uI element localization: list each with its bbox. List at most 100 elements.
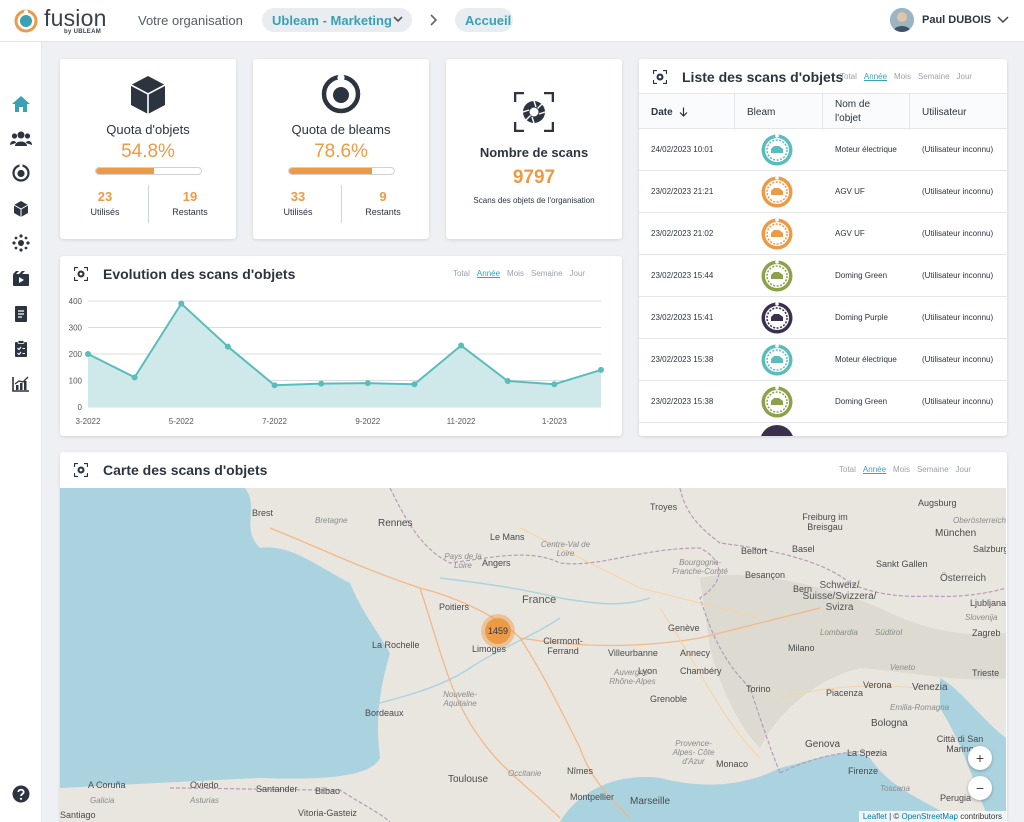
- attribution-tail: contributors: [957, 812, 1002, 821]
- filter-total[interactable]: Total: [453, 269, 470, 278]
- row-date: 23/02/2023 21:02: [651, 229, 714, 238]
- scans-count-caption: Scans des objets de l'organisation: [473, 196, 595, 205]
- top-bar: fusion by UBLEAM Votre organisation Uble…: [0, 0, 1024, 42]
- leaflet-link[interactable]: Leaflet: [862, 812, 887, 821]
- zoom-in-button[interactable]: +: [968, 746, 992, 770]
- scans-count-title: Nombre de scans: [479, 145, 589, 160]
- evolution-chart: 0 100 200 300 400 3-2022 5-2022 7-2022 9-2022 11-…: [69, 297, 604, 426]
- table-row[interactable]: 23/02/2023 15:38 Doming Green (Utilisateur…: [639, 381, 1007, 423]
- column-user[interactable]: Utilisateur: [922, 106, 967, 118]
- row-date: 23/02/2023 15:38: [651, 355, 714, 364]
- map-label-poitiers: Poitiers: [439, 602, 470, 612]
- column-object-label: Nom de l'objet: [835, 99, 871, 124]
- map-label-bretagne: Bretagne: [315, 516, 348, 525]
- sidebar-item-tasks[interactable]: [7, 337, 35, 361]
- logo-wordmark: fusion: [44, 5, 107, 31]
- sidebar-item-bleams[interactable]: [7, 161, 35, 185]
- user-menu-chevron-icon[interactable]: [996, 14, 1010, 26]
- x-tick-label: 11-2022: [447, 417, 476, 426]
- filter-mois[interactable]: Mois: [507, 269, 524, 278]
- map-label-marseille: Marseille: [630, 796, 671, 807]
- row-object: Moteur électrique: [835, 145, 897, 154]
- filter-mois[interactable]: Mois: [893, 465, 910, 474]
- map-label-freiburg: Freiburg im Breisgau: [802, 512, 848, 532]
- column-bleam[interactable]: Bleam: [735, 94, 823, 130]
- scan-icon: [74, 267, 88, 281]
- organisation-selected: Ubleam - Marketing: [272, 13, 392, 28]
- filter-total[interactable]: Total: [839, 465, 856, 474]
- column-object[interactable]: Nom de l'objet: [823, 94, 910, 130]
- map-label-firenze: Firenze: [848, 766, 879, 776]
- filter-annee[interactable]: Année: [862, 465, 887, 474]
- data-point: [318, 380, 325, 387]
- cube-icon: [130, 76, 166, 114]
- map-label-nimes: Nîmes: [567, 766, 594, 776]
- data-point: [224, 343, 231, 350]
- bleam-badge-icon: [760, 217, 794, 251]
- user-name[interactable]: Paul DUBOIS: [922, 14, 992, 26]
- sidebar-item-analytics[interactable]: [7, 372, 35, 396]
- sidebar-item-users[interactable]: [7, 126, 35, 150]
- avatar[interactable]: [890, 8, 914, 32]
- sidebar-item-media[interactable]: [7, 267, 35, 291]
- filter-semaine[interactable]: Semaine: [917, 72, 950, 81]
- filter-semaine[interactable]: Semaine: [916, 465, 949, 474]
- quota-bleams-title: Quota de bleams: [291, 122, 391, 137]
- fusion-logo-icon: [14, 9, 38, 33]
- filter-total[interactable]: Total: [840, 72, 857, 81]
- x-tick-label: 7-2022: [262, 417, 287, 426]
- filter-annee[interactable]: Année: [863, 72, 888, 81]
- map-label-genova: Genova: [805, 739, 841, 750]
- filter-jour[interactable]: Jour: [955, 465, 972, 474]
- organisation-label: Votre organisation: [138, 13, 243, 28]
- map-label-torino: Torino: [746, 684, 771, 694]
- filter-jour[interactable]: Jour: [956, 72, 973, 81]
- zoom-out-button[interactable]: −: [968, 776, 992, 800]
- fusion-logo[interactable]: fusion by UBLEAM: [14, 5, 114, 35]
- map-label-slovenija: Slovenija: [965, 613, 998, 622]
- map-view[interactable]: Brest Bretagne Rennes Le Mans Troyes Fre…: [60, 488, 1006, 822]
- map-label-grenoble: Grenoble: [650, 694, 688, 704]
- table-row[interactable]: 23/02/2023 15:41 Doming Purple (Utilisateu…: [639, 297, 1007, 339]
- quota-objects-used: 23: [97, 189, 113, 204]
- breadcrumb-home[interactable]: Accueil: [455, 8, 513, 32]
- map-label-a-coruna: A Coruña: [88, 780, 126, 790]
- table-row[interactable]: 24/02/2023 10:01 Moteur électrique (Utilis…: [639, 129, 1007, 171]
- filter-mois[interactable]: Mois: [894, 72, 911, 81]
- scan-icon: [514, 92, 554, 132]
- map-label-bern: Bern: [793, 584, 813, 594]
- osm-link[interactable]: OpenStreetMap: [901, 812, 958, 821]
- filter-semaine[interactable]: Semaine: [530, 269, 563, 278]
- logo-subtitle: by UBLEAM: [64, 29, 102, 35]
- filter-annee[interactable]: Année: [476, 269, 501, 278]
- table-row[interactable]: 23/02/2023 15:44 Doming Green (Utilisateur…: [639, 255, 1007, 297]
- map-label-limoges: Limoges: [472, 644, 507, 654]
- quota-objects-title: Quota d'objets: [106, 122, 190, 137]
- organisation-selector[interactable]: Ubleam - Marketing: [262, 8, 412, 32]
- map-label-munchen: München: [935, 528, 977, 539]
- divider: [341, 185, 342, 223]
- map-label-montpellier: Montpellier: [570, 792, 615, 802]
- filter-jour[interactable]: Jour: [569, 269, 586, 278]
- map-label-geneve: Genève: [668, 623, 700, 633]
- column-date[interactable]: Date: [639, 94, 735, 130]
- divider: [148, 185, 149, 223]
- map-background: [60, 488, 1006, 822]
- sidebar-item-home[interactable]: [7, 92, 35, 116]
- table-row[interactable]: 23/02/2023 21:21 AGV UF (Utilisateur incon…: [639, 171, 1007, 213]
- row-user: (Utilisateur inconnu): [922, 271, 994, 280]
- scan-cluster-marker[interactable]: 1459: [481, 614, 515, 648]
- bleam-icon: [12, 164, 30, 182]
- sidebar-item-help[interactable]: [7, 782, 35, 806]
- evolution-filters: Total Année Mois Semaine Jour: [453, 269, 585, 278]
- map-label-auvergne: Auvergne- Rhône-Alpes: [609, 668, 656, 686]
- sidebar-item-network[interactable]: [7, 231, 35, 255]
- series-line: [87, 302, 602, 387]
- table-row[interactable]: 23/02/2023 15:38 Moteur électrique (Utilis…: [639, 339, 1007, 381]
- sidebar-item-objects[interactable]: [7, 197, 35, 221]
- map-label-sankt-gallen: Sankt Gallen: [876, 559, 928, 569]
- sidebar-item-documents[interactable]: [7, 302, 35, 326]
- area-fill: [88, 303, 601, 407]
- scan-cluster-count: 1459: [485, 618, 511, 644]
- table-row[interactable]: 23/02/2023 21:02 AGV UF (Utilisateur incon…: [639, 213, 1007, 255]
